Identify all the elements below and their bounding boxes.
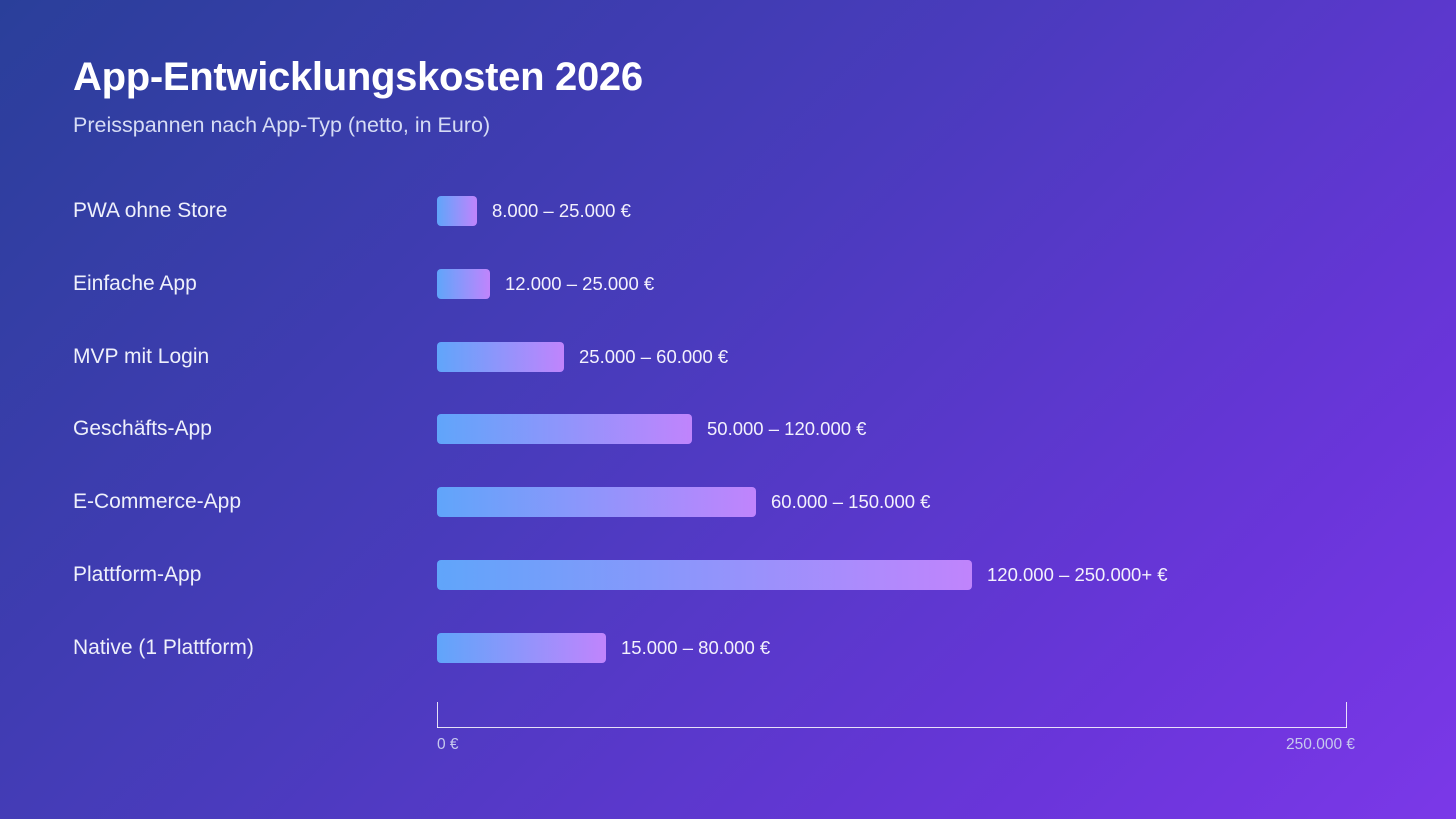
category-label: MVP mit Login [73, 344, 210, 368]
bar-value-label: 8.000 – 25.000 € [492, 200, 631, 221]
bar-row: Einfache App 12.000 – 25.000 € [0, 268, 1456, 300]
bar-row: Geschäfts-App 50.000 – 120.000 € [0, 413, 1456, 445]
x-axis-line [437, 727, 1347, 728]
x-axis-tick-start [437, 702, 438, 728]
category-label: Native (1 Plattform) [73, 635, 254, 659]
bar-value-label: 25.000 – 60.000 € [579, 345, 729, 367]
bar-value-label: 50.000 – 120.000 € [707, 418, 867, 440]
bar-value-label: 60.000 – 150.000 € [771, 491, 931, 513]
bar-value-label: 120.000 – 250.000+ € [987, 564, 1168, 585]
bar [437, 560, 972, 590]
bar-row: Native (1 Plattform) 15.000 – 80.000 € [0, 632, 1456, 664]
bar [437, 632, 606, 663]
bar [437, 268, 490, 299]
category-label: PWA ohne Store [73, 199, 228, 222]
bar [437, 196, 477, 226]
category-label: Plattform-App [73, 563, 202, 586]
bar [437, 341, 564, 372]
bar-value-label: 12.000 – 25.000 € [505, 272, 655, 294]
bar-row: MVP mit Login 25.000 – 60.000 € [0, 341, 1456, 373]
category-label: E-Commerce-App [73, 490, 242, 514]
bar-row: Plattform-App 120.000 – 250.000+ € [0, 559, 1456, 591]
bar-row: E-Commerce-App 60.000 – 150.000 € [0, 486, 1456, 518]
chart-subtitle: Preisspannen nach App-Typ (netto, in Eur… [73, 113, 491, 137]
x-axis-tick-label-max: 250.000 € [1286, 736, 1355, 753]
x-axis-tick-label-min: 0 € [437, 736, 459, 753]
chart-title: App-Entwicklungskosten 2026 [73, 55, 643, 99]
bar [437, 414, 692, 445]
category-label: Geschäfts-App [73, 417, 212, 441]
x-axis-tick-end [1346, 702, 1347, 728]
bar-value-label: 15.000 – 80.000 € [621, 636, 771, 658]
category-label: Einfache App [73, 271, 197, 295]
bar [437, 487, 756, 518]
bar-row: PWA ohne Store 8.000 – 25.000 € [0, 195, 1456, 227]
